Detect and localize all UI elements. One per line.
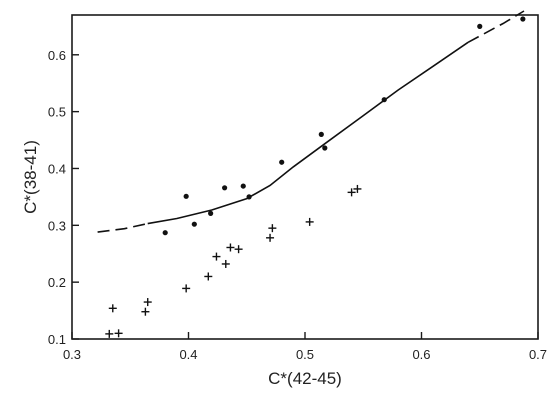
plus-data-point [114,329,123,338]
plus-data-point [212,252,221,261]
y-axis: 0.1 0.2 0.3 0.4 0.5 0.6 [48,48,79,347]
fit-curve [97,10,525,233]
plus-data-point [105,329,114,338]
dot-data-point [279,159,285,165]
data-points [105,16,526,338]
x-axis: 0.3 0.4 0.5 0.6 0.7 [63,332,547,362]
dot-data-point [477,23,483,29]
dot-data-point [322,145,328,151]
plus-data-point [234,245,243,254]
y-tick-label: 0.2 [48,275,66,290]
dot-data-point [191,221,197,227]
plot-frame [71,14,539,340]
plus-data-point [266,233,275,242]
y-tick-label: 0.5 [48,105,66,120]
dot-data-point [208,210,214,216]
fit-curve-dashed-left [97,222,148,233]
fit-curve-dashed-right [467,10,525,44]
plus-data-point [108,304,117,313]
dot-data-point [183,193,189,199]
plus-data-point [347,188,356,197]
plus-data-point [221,259,230,268]
y-tick-label: 0.6 [48,48,66,63]
dot-data-point [240,183,246,189]
dot-data-point [520,16,526,22]
plus-data-point [226,243,235,252]
plus-data-point [141,307,150,316]
plus-data-point [268,224,277,233]
dot-data-point [246,194,252,200]
y-tick-label: 0.4 [48,161,66,176]
dot-data-point [318,131,324,137]
fit-curve-solid [147,41,469,225]
y-axis-title: C*(38-41) [21,140,40,214]
x-axis-title: C*(42-45) [268,369,342,388]
y-tick-label: 0.3 [48,218,66,233]
plus-data-point [305,217,314,226]
dot-data-point [222,185,228,191]
x-tick-label: 0.6 [412,347,430,362]
x-tick-label: 0.3 [63,347,81,362]
dot-data-point [381,97,387,103]
plus-data-point [353,184,362,193]
plot-area-border [71,14,539,340]
x-tick-label: 0.5 [296,347,314,362]
plus-data-point [182,284,191,293]
x-tick-label: 0.7 [529,347,547,362]
y-tick-label: 0.1 [48,332,66,347]
plus-data-point [204,272,213,281]
dot-data-point [162,230,168,236]
x-tick-label: 0.4 [179,347,197,362]
plus-data-point [143,298,152,307]
